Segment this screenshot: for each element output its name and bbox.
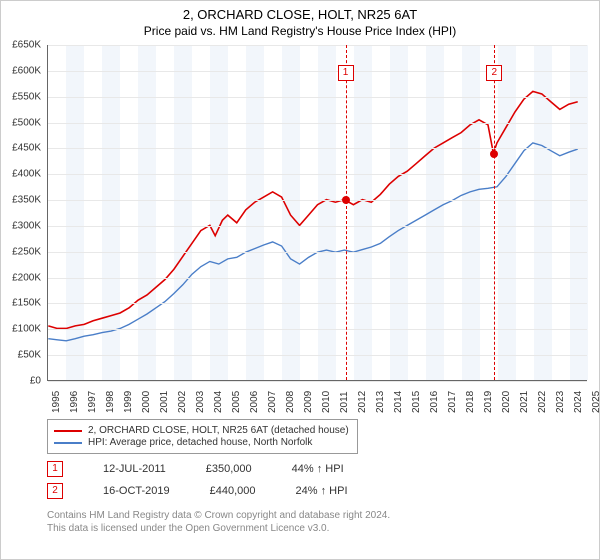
y-tick-label: £150K [12, 298, 41, 309]
x-tick-label: 2006 [249, 391, 260, 413]
chart-container: 2, ORCHARD CLOSE, HOLT, NR25 6AT Price p… [0, 0, 600, 560]
events-table: 1 12-JUL-2011 £350,000 44% ↑ HPI 2 16-OC… [47, 461, 348, 505]
y-tick-label: £300K [12, 220, 41, 231]
footer-attribution: Contains HM Land Registry data © Crown c… [47, 509, 390, 535]
event-date: 16-OCT-2019 [103, 485, 170, 497]
event-marker-box: 2 [486, 65, 502, 81]
y-tick-label: £0 [30, 376, 41, 387]
x-tick-label: 2009 [303, 391, 314, 413]
y-tick-label: £600K [12, 65, 41, 76]
y-tick-label: £200K [12, 272, 41, 283]
event-diff: 24% ↑ HPI [296, 485, 348, 497]
x-tick-label: 2020 [501, 391, 512, 413]
gridline [48, 200, 587, 201]
legend-label: HPI: Average price, detached house, Nort… [88, 437, 312, 448]
footer-line: Contains HM Land Registry data © Crown c… [47, 509, 390, 522]
plot-area: 12 [47, 45, 587, 381]
chart-subtitle: Price paid vs. HM Land Registry's House … [1, 24, 599, 38]
y-tick-label: £350K [12, 195, 41, 206]
legend-item: 2, ORCHARD CLOSE, HOLT, NR25 6AT (detach… [54, 425, 349, 436]
x-tick-label: 2001 [159, 391, 170, 413]
y-tick-label: £550K [12, 91, 41, 102]
gridline [48, 97, 587, 98]
legend-swatch [54, 430, 82, 432]
event-row: 1 12-JUL-2011 £350,000 44% ↑ HPI [47, 461, 348, 477]
y-tick-label: £650K [12, 40, 41, 51]
gridline [48, 148, 587, 149]
x-tick-label: 2019 [483, 391, 494, 413]
x-tick-label: 2024 [573, 391, 584, 413]
gridline [48, 303, 587, 304]
gridline [48, 71, 587, 72]
gridline [48, 174, 587, 175]
x-tick-label: 2004 [213, 391, 224, 413]
x-tick-label: 2013 [375, 391, 386, 413]
gridline [48, 45, 587, 46]
y-tick-label: £50K [18, 350, 41, 361]
gridline [48, 123, 587, 124]
x-tick-label: 2014 [393, 391, 404, 413]
legend-swatch [54, 442, 82, 444]
gridline [48, 226, 587, 227]
x-tick-label: 1998 [105, 391, 116, 413]
x-tick-label: 1997 [87, 391, 98, 413]
x-tick-label: 2022 [537, 391, 548, 413]
gridline [48, 252, 587, 253]
event-vline [494, 45, 495, 380]
gridline [48, 381, 587, 382]
footer-line: This data is licensed under the Open Gov… [47, 522, 390, 535]
gridline [48, 329, 587, 330]
x-tick-label: 2017 [447, 391, 458, 413]
gridline [48, 278, 587, 279]
event-number-box: 2 [47, 483, 63, 499]
price-point-marker [490, 150, 498, 158]
event-price: £440,000 [210, 485, 256, 497]
x-tick-label: 2003 [195, 391, 206, 413]
x-tick-label: 1999 [123, 391, 134, 413]
y-tick-label: £250K [12, 246, 41, 257]
series-line [48, 143, 577, 341]
x-tick-label: 2025 [591, 391, 600, 413]
x-tick-label: 2021 [519, 391, 530, 413]
x-tick-label: 2008 [285, 391, 296, 413]
chart-title: 2, ORCHARD CLOSE, HOLT, NR25 6AT [1, 7, 599, 22]
y-tick-label: £100K [12, 324, 41, 335]
event-vline [346, 45, 347, 380]
x-tick-label: 2015 [411, 391, 422, 413]
gridline [48, 355, 587, 356]
legend-item: HPI: Average price, detached house, Nort… [54, 437, 349, 448]
event-diff: 44% ↑ HPI [292, 463, 344, 475]
x-tick-label: 2000 [141, 391, 152, 413]
x-tick-label: 2011 [339, 391, 350, 413]
series-line [48, 91, 577, 328]
x-tick-label: 2005 [231, 391, 242, 413]
x-tick-label: 2018 [465, 391, 476, 413]
legend: 2, ORCHARD CLOSE, HOLT, NR25 6AT (detach… [47, 419, 358, 454]
event-marker-box: 1 [338, 65, 354, 81]
event-date: 12-JUL-2011 [103, 463, 166, 475]
x-tick-label: 2007 [267, 391, 278, 413]
event-row: 2 16-OCT-2019 £440,000 24% ↑ HPI [47, 483, 348, 499]
x-tick-label: 2002 [177, 391, 188, 413]
event-price: £350,000 [206, 463, 252, 475]
event-number-box: 1 [47, 461, 63, 477]
y-tick-label: £400K [12, 169, 41, 180]
x-tick-label: 1995 [51, 391, 62, 413]
x-tick-label: 2012 [357, 391, 368, 413]
x-tick-label: 2023 [555, 391, 566, 413]
x-tick-label: 2010 [321, 391, 332, 413]
price-point-marker [342, 196, 350, 204]
y-tick-label: £500K [12, 117, 41, 128]
x-tick-label: 1996 [69, 391, 80, 413]
legend-label: 2, ORCHARD CLOSE, HOLT, NR25 6AT (detach… [88, 425, 349, 436]
x-tick-label: 2016 [429, 391, 440, 413]
y-tick-label: £450K [12, 143, 41, 154]
